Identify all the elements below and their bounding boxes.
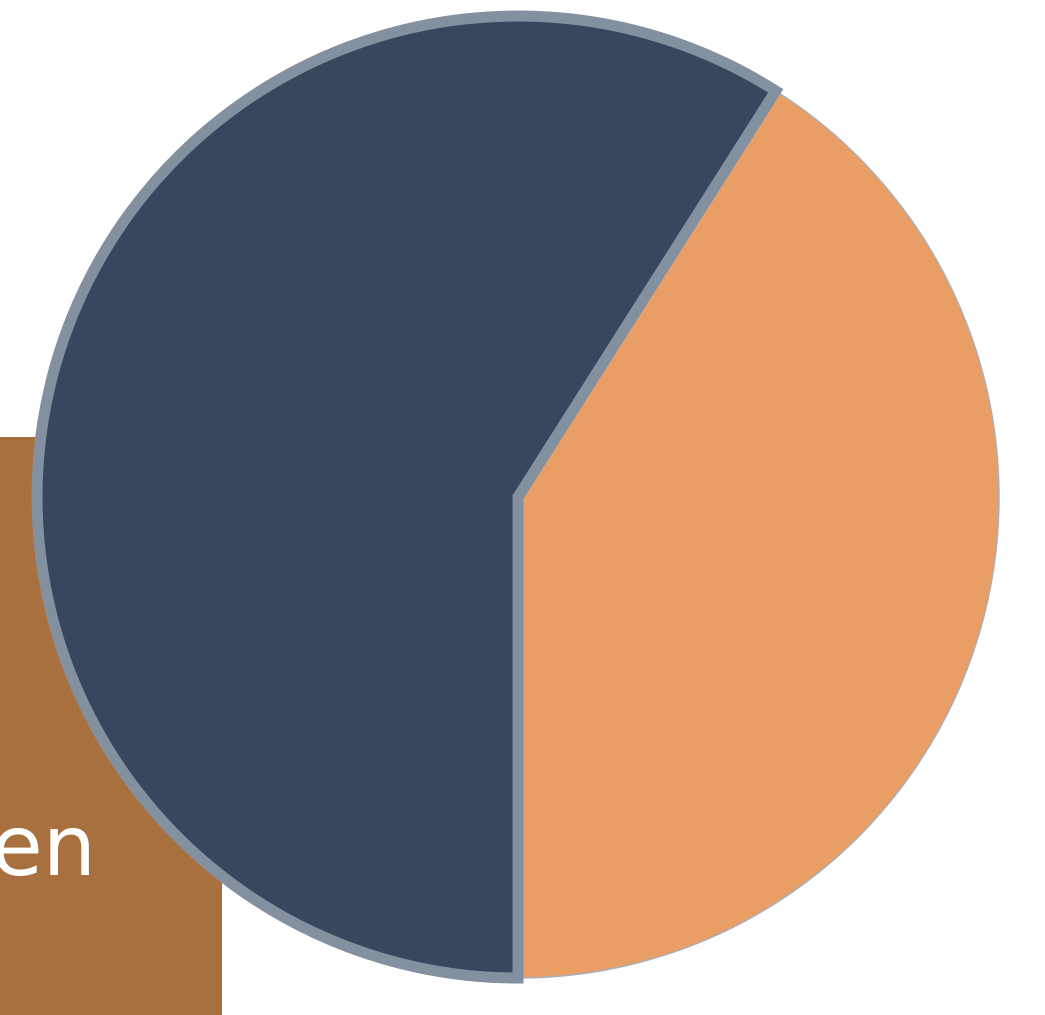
panel-text: en [0, 797, 96, 895]
pie-slice [31, 10, 784, 984]
